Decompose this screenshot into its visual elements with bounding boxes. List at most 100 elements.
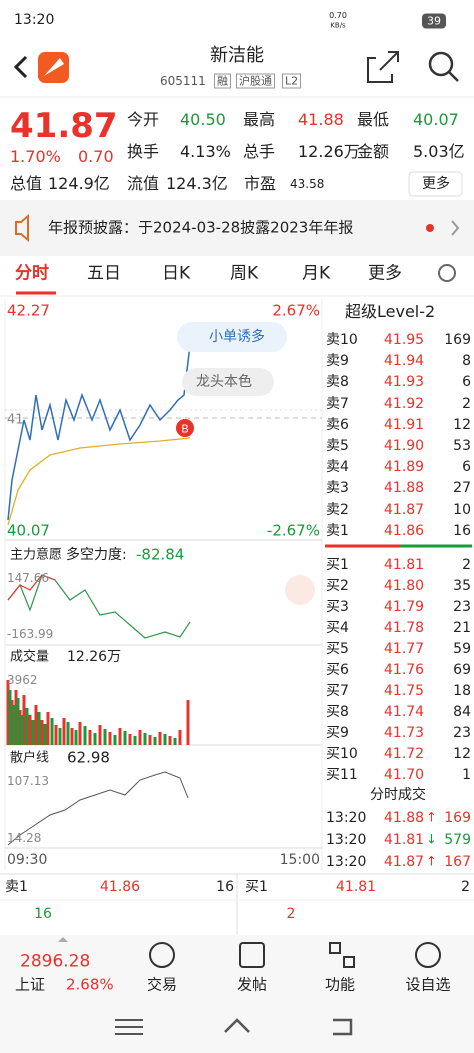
orderbook-bids-4-volume: 59 [453,641,471,657]
orderbook-bids-3-volume: 21 [453,620,471,636]
level1-ask-label: 卖1 [5,879,28,895]
sub3-bottom: 14.28 [7,831,42,845]
chart-badge1: 小单诱多 [209,329,265,345]
sub2-label: 成交量 [10,649,50,665]
status-speed: 0.70 [329,11,347,20]
orderbook-asks-4-label: 卖6 [326,416,349,433]
orderbook-title: 超级Level-2 [345,302,436,321]
footer-nav[interactable]: 设自选 [405,975,451,994]
quote-fields-2-value: 40.07 [413,110,459,129]
footer-index[interactable]: 2896.28 [20,951,91,972]
sub1-value: -82.84 [136,545,185,564]
quote-price: 41.87 [10,106,118,146]
orderbook-bids-10-label: 买11 [326,767,358,783]
orderbook-bids-2-price: 41.79 [384,599,425,615]
orderbook-asks-7-volume: 27 [453,480,471,497]
sub3-top: 107.13 [7,774,49,788]
orderbook-asks-3-volume: 2 [462,395,471,412]
quote-fields-5-value: 5.03亿 [413,142,465,161]
quote-fields-0-value: 40.50 [180,110,226,129]
status-speed-unit: KB/s [330,21,346,30]
orderbook-bids-0-volume: 2 [462,557,471,573]
notice[interactable]: 年报预披露：于2024-03-28披露2023年年报 [48,218,354,237]
quote-more[interactable]: 更多 [422,176,450,192]
quote-fields-7-label: 流值 [127,174,160,193]
orderbook-asks-9-volume: 16 [453,522,471,539]
footer-nav[interactable]: 交易 [146,975,178,994]
level1-bid-volume: 2 [461,879,470,895]
orderbook-bids-1-volume: 35 [453,578,471,594]
trades-rows-0-time: 13:20 [326,810,367,826]
header-tags: L2 [282,73,302,89]
orderbook-bids-1-label: 买2 [326,578,349,594]
orderbook-bids-9-price: 41.72 [384,746,425,762]
level1-ask-count: 16 [34,906,52,922]
trades-rows-2-time: 13:20 [326,854,367,870]
tabs[interactable]: 分时 [15,263,49,284]
sub2-value: 12.26万 [67,649,122,665]
tabs[interactable]: 更多 [368,263,402,284]
orderbook-asks-7-label: 卖3 [326,480,349,497]
tabs[interactable]: 周K [230,263,259,284]
orderbook-bids-2-volume: 23 [453,599,471,615]
orderbook-asks-9-price: 41.86 [384,522,425,539]
level1-ask-price: 41.86 [100,879,141,895]
orderbook-bids-4-label: 买5 [326,641,349,657]
orderbook-bids-0-price: 41.81 [384,557,425,573]
orderbook-asks-6-price: 41.89 [384,459,425,476]
orderbook-bids-10-price: 41.70 [384,767,425,783]
quote-fields-8-label: 市盈 [244,174,277,193]
orderbook-bids-7-label: 买8 [326,704,349,720]
chart-top-right: 2.67% [272,301,320,320]
trades-rows-1-volume: 579 [444,832,471,848]
orderbook-asks-2-label: 卖8 [326,374,349,391]
orderbook-asks-3-label: 卖7 [326,395,349,412]
orderbook-bids-5-price: 41.76 [384,662,425,678]
orderbook-bids-6-volume: 18 [453,683,471,699]
quote-fields-4-value: 12.26万 [298,142,360,161]
orderbook-bids-10-volume: 1 [462,767,471,783]
orderbook-asks-8-volume: 10 [453,501,471,518]
orderbook-bids-5-volume: 69 [453,662,471,678]
chart-x-end: 15:00 [279,852,320,868]
orderbook-asks-7-price: 41.88 [384,480,425,497]
footer-index-pct: 2.68% [66,975,114,994]
orderbook-bids-9-label: 买10 [326,746,358,762]
chart-bottom-left: 40.07 [7,521,50,540]
sub3-label: 散户线 [10,750,50,766]
tabs[interactable]: 日K [162,263,191,284]
quote-fields-8-value: 43.58 [290,177,325,191]
chart-x-start: 09:30 [7,852,48,868]
quote-fields-1-value: 41.88 [298,110,344,129]
status-battery: 39 [422,13,446,29]
quote-change: 0.70 [78,147,114,166]
orderbook-bids-7-volume: 84 [453,704,471,720]
trades-rows-1-time: 13:20 [326,832,367,848]
orderbook-bids-9-volume: 12 [453,746,471,762]
orderbook-asks-2-volume: 6 [462,374,471,391]
trades-rows-0-dir: ↑ [426,810,437,826]
status-time: 13:20 [14,12,55,28]
tabs[interactable]: 五日 [87,263,121,284]
sub1-bottom: -163.99 [7,627,54,641]
orderbook-asks-4-volume: 12 [453,416,471,433]
orderbook-asks-1-label: 卖9 [326,353,349,370]
tabs[interactable]: 月K [302,263,331,284]
chart-mid-left: 41 [7,412,24,428]
quote-fields-2-label: 最低 [357,110,390,129]
footer-nav[interactable]: 发帖 [236,975,268,994]
trades-rows-0-price: 41.88 [384,810,425,826]
orderbook-bids-6-price: 41.75 [384,683,425,699]
chart-bottom-right: -2.67% [266,521,320,540]
orderbook-bids-8-label: 买9 [326,725,349,741]
orderbook-bids-4-price: 41.77 [384,641,425,657]
footer-nav[interactable]: 功能 [324,975,356,994]
orderbook-bids-1-price: 41.80 [384,578,425,594]
sub2-top: 3962 [7,673,38,687]
quote-fields-3-value: 4.13% [180,142,231,161]
orderbook-bids-5-label: 买6 [326,662,349,678]
sub3-value: 62.98 [67,748,110,767]
orderbook-asks-4-price: 41.91 [384,416,425,433]
